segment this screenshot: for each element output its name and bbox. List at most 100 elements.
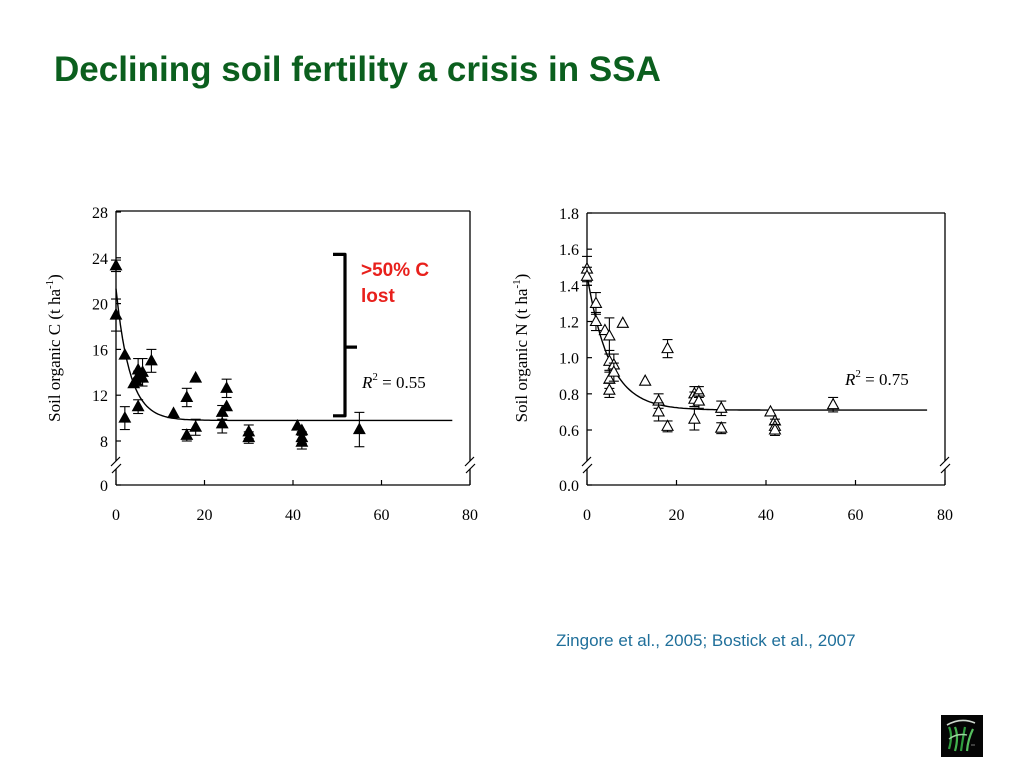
open-triangle-marker: [661, 341, 674, 354]
r-exponent: 2: [855, 368, 861, 380]
y-tick-label: 1.6: [559, 242, 579, 259]
open-triangle-marker: [580, 269, 594, 281]
filled-triangle-marker: [220, 381, 234, 393]
y-axis-label-exponent: -1: [44, 280, 56, 289]
data-point: [295, 434, 309, 450]
data-point: [215, 414, 229, 434]
data-point: [661, 339, 674, 359]
data-point: [687, 407, 701, 431]
r-value: = 0.75: [861, 370, 909, 389]
y-tick-label: 1.4: [559, 278, 579, 295]
x-tick-label: 40: [285, 507, 301, 524]
data-point: [616, 316, 630, 328]
open-triangle-marker: [768, 422, 782, 435]
filled-triangle-marker: [109, 307, 123, 320]
open-triangle-marker: [589, 296, 603, 308]
y-break-label: 0: [100, 478, 108, 495]
y-axis-label-main: Soil organic N (t ha: [512, 288, 531, 422]
open-triangle-marker: [638, 374, 652, 386]
y-tick-label: 28: [92, 205, 108, 222]
open-triangle-marker: [602, 383, 616, 395]
open-triangle-marker: [826, 397, 840, 410]
data-point: [602, 382, 616, 399]
y-tick-label: 12: [92, 388, 108, 405]
filled-triangle-marker: [215, 416, 229, 429]
crop-plants-logo-icon: [941, 715, 983, 757]
open-triangle-marker: [714, 421, 728, 433]
filled-triangle-marker: [118, 347, 132, 360]
r-exponent: 2: [372, 371, 378, 383]
slide-title: Declining soil fertility a crisis in SSA: [54, 50, 661, 89]
data-point: [136, 370, 149, 383]
y-tick-label: 24: [92, 251, 108, 268]
open-triangle-marker: [589, 314, 603, 327]
chart-n: 0.6 0.8 1.0 1.2 1.4 1.6 1.8 0.00 20 40 60 80 Soil or…: [511, 206, 953, 524]
data-point: [714, 400, 728, 417]
open-triangle-marker: [714, 401, 728, 413]
filled-triangle-marker: [136, 370, 149, 383]
y-axis-label-close: ): [512, 274, 531, 280]
open-triangle-marker: [687, 412, 701, 424]
fit-curve: [586, 274, 928, 411]
data-point: [589, 292, 603, 315]
open-triangle-marker: [692, 393, 706, 406]
data-point: [638, 374, 652, 386]
citation: Zingore et al., 2005; Bostick et al., 20…: [556, 631, 856, 650]
y-axis-label: Soil organic N (t ha-1): [511, 274, 531, 423]
data-point: [180, 428, 194, 442]
x-tick-label: 40: [758, 507, 774, 524]
right-axis-break: [464, 456, 476, 474]
open-triangle-marker: [607, 364, 621, 377]
filled-triangle-marker: [189, 370, 203, 383]
data-point: [242, 430, 256, 444]
fit-curve: [115, 288, 453, 422]
filled-triangle-marker: [118, 410, 132, 423]
data-point: [768, 422, 782, 436]
loss-annotation: >50% C: [361, 260, 429, 281]
r-squared-label: R2 = 0.55: [361, 371, 426, 392]
filled-triangle-marker: [189, 420, 203, 432]
data-point: [220, 399, 234, 412]
filled-triangle-marker: [131, 399, 145, 412]
filled-triangle-marker: [180, 390, 194, 403]
data-point: [764, 404, 777, 417]
filled-triangle-marker: [180, 428, 194, 440]
x-tick-label: 60: [848, 507, 864, 524]
y-tick-label: 1.2: [559, 315, 579, 332]
r-value: = 0.55: [378, 373, 426, 392]
data-point: [352, 411, 366, 448]
filled-triangle-marker: [144, 353, 158, 366]
open-triangle-marker: [602, 328, 616, 341]
data-point: [167, 406, 180, 419]
y-axis-label-exponent: -1: [511, 279, 523, 288]
y-tick-label: 16: [92, 342, 108, 359]
r-symbol: R: [361, 373, 373, 392]
x-tick-label: 80: [937, 507, 953, 524]
data-point: [144, 348, 158, 373]
y-break-label: 0.0: [559, 478, 579, 495]
y-tick-label: 20: [92, 297, 108, 314]
x-tick-label: 20: [669, 507, 685, 524]
data-point: [661, 419, 674, 433]
x-tick-label: 60: [374, 507, 390, 524]
data-point: [109, 258, 123, 273]
data-point: [652, 402, 666, 422]
data-point: [607, 362, 621, 382]
open-triangle-marker: [661, 419, 674, 431]
r-symbol: R: [844, 370, 856, 389]
data-point: [118, 406, 132, 431]
data-point: [189, 370, 203, 383]
data-point: [118, 347, 132, 360]
data-point: [580, 266, 594, 286]
x-tick-label: 0: [583, 507, 591, 524]
data-point: [189, 418, 203, 436]
y-axis-label-close: ): [45, 274, 64, 280]
filled-triangle-marker: [109, 258, 123, 271]
data-point: [220, 378, 234, 399]
data-point: [589, 311, 603, 332]
x-tick-label: 80: [462, 507, 478, 524]
data-point: [692, 393, 706, 409]
chart-c: 8 12 16 20 24 28 00 20 40 60 80 Soil organic C (t h…: [44, 205, 478, 524]
open-triangle-marker: [652, 404, 666, 417]
y-axis-break: [581, 456, 593, 474]
